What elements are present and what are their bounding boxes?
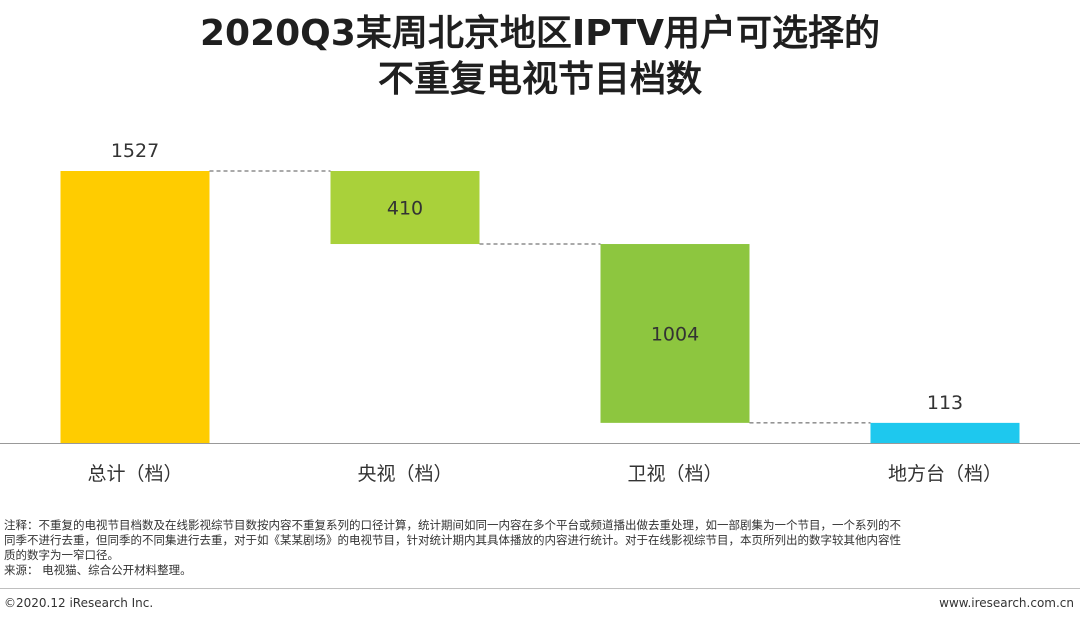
website-link[interactable]: www.iresearch.com.cn (939, 596, 1074, 610)
chart-title-line1: 2020Q3某周北京地区IPTV用户可选择的 (199, 13, 881, 54)
category-label: 央视（档） (357, 463, 452, 485)
bar-4[interactable] (870, 422, 1020, 443)
data-label: 1527 (111, 140, 159, 162)
note-line: 注释：不重复的电视节目档数及在线影视综节目数按内容不重复系列的口径计算，统计期间… (4, 518, 901, 532)
note-line: 同季不进行去重，但同季的不同集进行去重，对于如《某某剧场》的电视节目，针对统计期… (4, 533, 901, 547)
notes-block: 注释：不重复的电视节目档数及在线影视综节目数按内容不重复系列的口径计算，统计期间… (4, 518, 1074, 578)
waterfall-chart: 1527 总计（档） 410 央视（档） 1004 卫视（档） 113 地方台（档） (0, 140, 1080, 485)
bar-1[interactable] (60, 171, 210, 443)
bar-2[interactable] (330, 171, 480, 245)
data-label: 1004 (651, 323, 699, 345)
category-label: 卫视（档） (627, 463, 722, 485)
copyright-text: ©2020.12 iResearch Inc. (4, 596, 154, 610)
data-label: 113 (927, 392, 963, 414)
bar-3[interactable] (600, 244, 750, 423)
note-line: 质的数字为一窄口径。 (4, 548, 119, 562)
source-line: 来源： 电视猫、综合公开材料整理。 (4, 563, 192, 577)
footer-divider (0, 588, 1080, 589)
chart-title-line2: 不重复电视节目档数 (377, 59, 702, 100)
category-label: 总计（档） (87, 463, 182, 485)
category-label: 地方台（档） (888, 463, 1002, 485)
data-label: 410 (387, 198, 423, 220)
